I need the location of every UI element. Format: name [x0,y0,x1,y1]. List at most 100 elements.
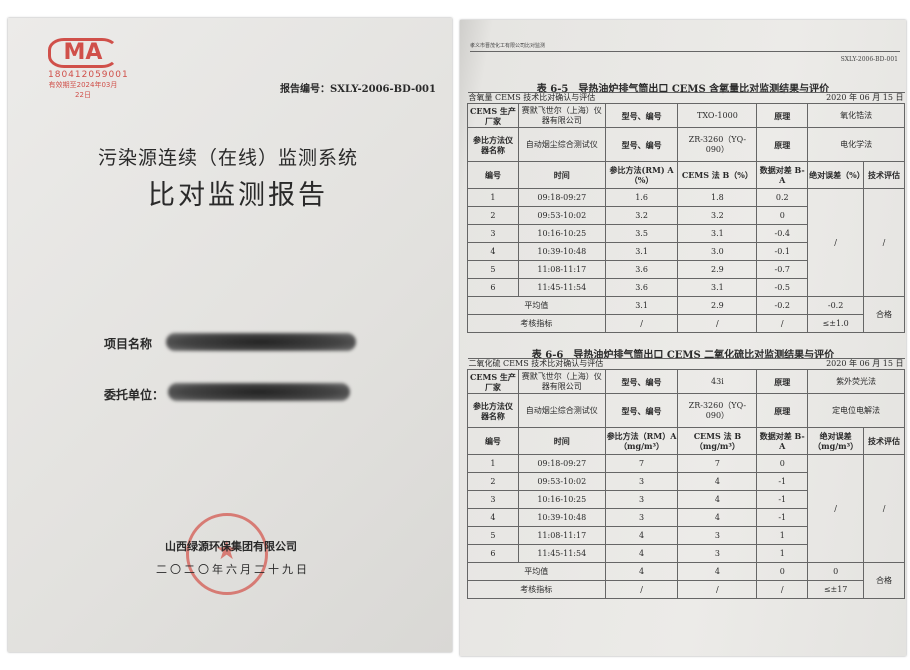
table-caption: 含氧量 CEMS 技术比对确认与评估 [468,93,596,102]
ref-instrument-label: 参比方法仪器名称 [467,393,519,428]
cems-model: 43i [677,369,758,394]
table-date: 2020 年 06 月 15 日 [826,93,904,102]
average-cell: -0.2 [807,296,865,315]
cover-title-line1: 污染源连续（在线）监测系统 [98,147,359,169]
table-cell: 4 [467,242,519,261]
limit-cell: ≤±1.0 [807,314,865,333]
model-label: 型号、编号 [604,369,679,394]
table-cell: 3 [467,490,519,509]
limit-row: 考核指标 / / / ≤±17 [467,580,905,599]
table-cell: 10:39-10:48 [517,242,606,261]
table-cell: 1.6 [604,188,679,207]
table-cell: 2.9 [677,260,758,279]
table-cell: 1.8 [677,188,758,207]
table-cell: 1 [756,544,809,563]
organization-name: 山西绿源环保集团有限公司 [165,540,297,553]
company-seal [186,513,268,595]
table-row: 4 10:39-10:48 3 4 -1 [467,508,905,527]
evaluation-cell: / [863,188,905,297]
column-header: 参比方法(RM) A（%） [604,161,679,189]
principle-label: 原理 [756,103,809,128]
table-row: 5 11:08-11:17 3.6 2.9 -0.7 [467,260,905,279]
model-label: 型号、编号 [604,127,679,162]
limit-cell: / [677,314,758,333]
table-cell: 4 [604,544,679,563]
average-cell: 0 [807,562,865,581]
ref-model: ZR-3260（YQ-090） [677,393,758,428]
ref-instrument: 自动烟尘综合测试仪 [517,127,606,162]
table-cell: 1 [467,454,519,473]
table-cell: 09:18-09:27 [517,454,606,473]
table-cell: 4 [677,508,758,527]
cover-title-line2: 比对监测报告 [148,180,328,211]
table-cell: -1 [756,508,809,527]
limit-cell: ≤±17 [807,580,865,599]
column-header: 时间 [517,161,606,189]
ref-principle: 电化学法 [807,127,905,162]
so2-comparison-table: 二氧化硫 CEMS 技术比对确认与评估 2020 年 06 月 15 日 CEMS … [467,358,905,599]
cems-model: TXO-1000 [677,103,758,128]
table-cell: -0.5 [756,278,809,297]
column-header: 绝对误差（%） [807,161,865,189]
average-label: 平均值 [467,562,606,581]
column-header: 绝对误差（mg/m³） [807,427,865,455]
result-badge: 合格 [863,296,905,333]
column-header: 技术评估 [863,161,905,189]
column-header: 技术评估 [863,427,905,455]
results-page: 孝义市晋茂化工有限公司比对监测 SXLY-2006-BD-001 表 6-5 导… [460,20,906,656]
average-cell: 4 [604,562,679,581]
table-cell: 3 [604,472,679,491]
table-cell: 3.1 [604,242,679,261]
table-row: 1 09:18-09:27 1.6 1.8 0.2// [467,188,905,297]
table-cell: 3 [604,490,679,509]
table-cell: 3.6 [604,278,679,297]
redacted-project-name [166,333,356,351]
limit-row: 考核指标 / / / ≤±1.0 [467,314,905,333]
table-cell: 3.1 [677,278,758,297]
table-cell: 11:08-11:17 [517,260,606,279]
table-cell: 2 [467,472,519,491]
ref-model: ZR-3260（YQ-090） [677,127,758,162]
cems-maker-label: CEMS 生产厂家 [467,103,519,128]
table-cell: 3.6 [604,260,679,279]
ref-instrument: 自动烟尘综合测试仪 [517,393,606,428]
column-header: CEMS 法 B（mg/m³） [677,427,758,455]
table-caption: 二氧化硫 CEMS 技术比对确认与评估 [468,359,604,368]
table-caption-row: 含氧量 CEMS 技术比对确认与评估 2020 年 06 月 15 日 [467,92,905,104]
cems-principle: 紫外荧光法 [807,369,905,394]
model-label: 型号、编号 [604,393,679,428]
table-cell: 7 [677,454,758,473]
cma-stamp: MA 180412059001 有效期至2024年03月22日 [48,38,128,100]
project-label: 项目名称 [104,337,153,351]
client-label: 委托单位： [104,388,165,402]
cems-maker: 赛默飞世尔（上海）仪器有限公司 [517,369,606,394]
table-cell: 6 [467,278,519,297]
table-cell: 4 [604,526,679,545]
column-header: 时间 [517,427,606,455]
limit-label: 考核指标 [467,314,606,333]
average-cell: 4 [677,562,758,581]
table-cell: -0.1 [756,242,809,261]
average-row: 平均值 4 4 0 0 合格 [467,562,905,599]
column-header: 数据对差 B-A [756,427,809,455]
table-cell: 11:45-11:54 [517,544,606,563]
table-date: 2020 年 06 月 15 日 [826,359,904,368]
table-cell: 10:39-10:48 [517,508,606,527]
table-cell: 3.0 [677,242,758,261]
table-cell: 5 [467,526,519,545]
table-cell: 0 [756,206,809,225]
table-row: 3 10:16-10:25 3 4 -1 [467,490,905,509]
table-cell: 1 [756,526,809,545]
cems-maker: 赛默飞世尔（上海）仪器有限公司 [517,103,606,128]
table-cell: 3 [677,544,758,563]
page-header-left: 孝义市晋茂化工有限公司比对监测 [470,42,900,52]
limit-cell: / [756,580,809,599]
report-number: 报告编号：SXLY-2006-BD-001 [280,84,436,95]
principle-label: 原理 [756,393,809,428]
table-cell: -0.7 [756,260,809,279]
table-cell: 4 [677,490,758,509]
table-cell: 3.2 [604,206,679,225]
principle-label: 原理 [756,369,809,394]
column-header: 参比方法（RM）A（mg/m³） [604,427,679,455]
table-cell: 4 [467,508,519,527]
